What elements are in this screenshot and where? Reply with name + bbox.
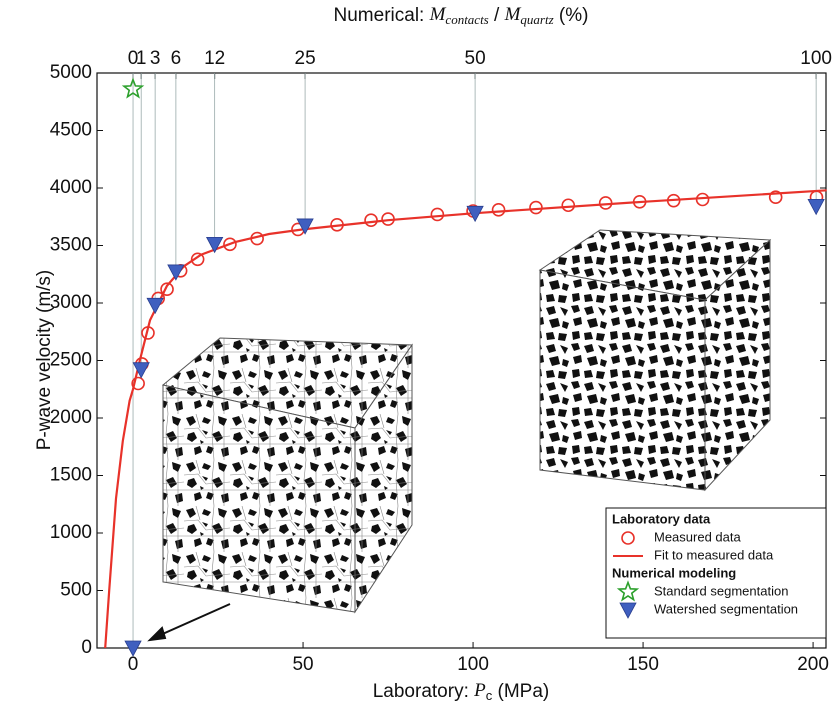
marker-circle: [632, 195, 647, 209]
x-tick-label: 0: [128, 654, 139, 675]
x2-label-part: (%): [554, 5, 589, 26]
marker-circle: [250, 231, 264, 246]
legend-group-title: Laboratory data: [612, 511, 711, 526]
marker-circle: [621, 531, 635, 545]
x2-tick-label: 100: [800, 48, 832, 69]
marker-circle: [695, 192, 710, 207]
marker-triangle: [205, 236, 224, 254]
marker-circle: [381, 212, 395, 226]
y-tick-label: 4500: [50, 120, 92, 141]
marker-circle: [223, 237, 237, 252]
marker-circle: [190, 252, 205, 267]
marker-circle: [768, 190, 783, 204]
x-label-part: c: [486, 688, 493, 703]
marker-circle: [141, 326, 155, 340]
marker-circle: [529, 200, 543, 215]
marker-circle: [491, 203, 506, 217]
marker-circle: [666, 193, 681, 208]
inset-cube-left: [161, 337, 413, 614]
marker-circle: [160, 282, 174, 297]
y-tick-label: 3000: [50, 292, 92, 313]
plot-area: 0500100015002000250030003500400045005000…: [50, 48, 832, 675]
legend-label: Standard segmentation: [654, 583, 788, 598]
marker-circle: [430, 207, 445, 222]
legend-label: Measured data: [654, 529, 741, 544]
x-label-part: (MPa): [492, 681, 549, 702]
x2-axis-label: Numerical: Mcontacts / Mquartz (%): [334, 4, 589, 27]
y-axis-label: P-wave velocity (m/s): [34, 270, 55, 451]
y-tick-label: 2500: [50, 350, 92, 371]
legend-label: Watershed segmentation: [654, 601, 798, 616]
x2-tick-label: 25: [295, 48, 316, 69]
x2-tick-label: 0: [128, 48, 139, 69]
legend-group-title: Numerical modeling: [612, 565, 736, 580]
marker-triangle: [132, 362, 150, 379]
x-tick-label: 50: [292, 654, 313, 675]
x2-label-part: /: [489, 5, 505, 26]
legend: Laboratory data Measured data Fit to measu…: [605, 507, 827, 639]
marker-triangle: [807, 198, 825, 216]
marker-circle: [364, 213, 378, 227]
x-tick-label: 200: [797, 654, 829, 675]
inset-cube-right: [538, 229, 772, 492]
x2-tick-label: 6: [171, 48, 182, 69]
x2-label-part: Numerical:: [334, 5, 430, 26]
marker-circle: [330, 218, 344, 232]
x2-tick-label: 3: [150, 48, 161, 69]
marker-star: [121, 77, 145, 99]
x2-tick-label: 50: [465, 48, 486, 69]
y-tick-label: 5000: [50, 62, 92, 83]
y-tick-label: 2000: [50, 407, 92, 428]
y-tick-label: 4000: [50, 177, 92, 198]
marker-circle: [561, 198, 576, 213]
y-tick-label: 0: [81, 637, 92, 658]
marker-triangle: [619, 602, 637, 619]
x-axis-label: Laboratory: Pc (MPa): [373, 680, 550, 703]
marker-triangle: [296, 218, 314, 235]
y-tick-label: 500: [60, 580, 92, 601]
marker-triangle: [146, 297, 164, 315]
marker-triangle: [466, 205, 484, 223]
y-tick-label: 1000: [50, 522, 92, 543]
x-tick-label: 100: [457, 654, 489, 675]
marker-triangle: [124, 640, 142, 657]
marker-circle: [598, 196, 613, 210]
x2-tick-label: 12: [204, 48, 225, 69]
marker-circle: [131, 376, 145, 391]
x2-tick-label: 1: [136, 48, 147, 69]
x-label-part: Laboratory:: [373, 681, 474, 702]
marker-star: [616, 580, 640, 602]
marker-triangle: [167, 264, 185, 281]
x2-label-part: M: [429, 4, 447, 25]
x2-label-part: M: [504, 4, 522, 25]
legend-box: [605, 507, 827, 639]
x-label-part: P: [473, 680, 486, 701]
y-tick-label: 1500: [50, 465, 92, 486]
x2-label-part: quartz: [520, 12, 553, 27]
x-tick-label: 150: [627, 654, 659, 675]
x2-label-part: contacts: [445, 12, 488, 27]
legend-label: Fit to measured data: [654, 547, 774, 562]
y-tick-label: 3500: [50, 235, 92, 256]
